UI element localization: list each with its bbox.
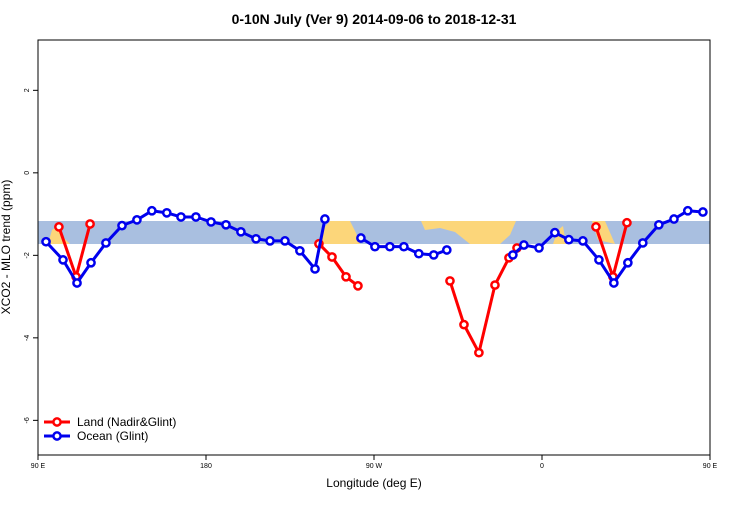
data-point	[176, 212, 186, 222]
data-point	[353, 281, 363, 291]
data-point	[654, 219, 664, 230]
data-point	[508, 250, 518, 260]
data-point	[698, 207, 708, 217]
data-point	[622, 217, 632, 228]
y-tick-label: 0	[24, 171, 31, 175]
data-point	[54, 222, 64, 232]
land-patch	[318, 221, 360, 244]
x-tick-label: 90 W	[366, 463, 383, 470]
data-point	[265, 236, 275, 246]
data-point	[413, 248, 424, 259]
y-tick-label: -4	[24, 335, 31, 341]
data-point	[191, 212, 201, 222]
data-point	[459, 319, 469, 330]
data-point	[399, 241, 409, 252]
data-point	[578, 236, 588, 246]
x-tick-label: 90 E	[31, 463, 46, 470]
data-point	[341, 271, 351, 282]
data-point	[161, 207, 172, 218]
data-point	[280, 236, 290, 246]
data-point	[58, 255, 68, 265]
data-point	[132, 215, 142, 225]
data-point	[236, 226, 246, 237]
x-tick-label: 0	[540, 463, 544, 470]
data-point	[474, 347, 484, 358]
data-point	[490, 280, 500, 290]
data-point	[101, 238, 111, 248]
y-tick-label: 2	[24, 88, 31, 92]
data-point	[682, 205, 693, 216]
data-point	[147, 205, 157, 216]
y-axis-label: XCO2 - MLO trend (ppm)	[0, 180, 13, 315]
x-tick-label: 90 E	[703, 463, 718, 470]
chart-title: 0-10N July (Ver 9) 2014-09-06 to 2018-12…	[232, 11, 517, 27]
data-point	[251, 233, 261, 244]
data-point	[221, 219, 231, 230]
land-patch	[421, 221, 516, 244]
data-point	[564, 234, 574, 245]
data-point	[519, 240, 529, 250]
data-point	[85, 219, 95, 229]
data-point	[295, 245, 305, 256]
data-point	[117, 220, 127, 231]
data-point	[637, 238, 648, 248]
data-point	[310, 264, 320, 274]
legend-label: Land (Nadir&Glint)	[77, 415, 176, 429]
x-axis-label: Longitude (deg E)	[326, 476, 421, 490]
data-point	[594, 255, 604, 265]
legend-label: Ocean (Glint)	[77, 429, 148, 443]
ocean-band	[38, 221, 710, 244]
data-point	[385, 241, 395, 252]
data-point	[86, 257, 96, 268]
data-point	[623, 257, 633, 268]
data-point	[41, 236, 51, 247]
data-point	[591, 222, 601, 232]
data-point	[669, 214, 679, 224]
legend-marker	[52, 431, 62, 441]
data-point	[370, 241, 380, 252]
y-tick-label: -2	[24, 252, 31, 258]
data-point	[327, 252, 337, 262]
land-mask	[38, 221, 710, 244]
data-point	[72, 278, 82, 288]
data-point	[534, 243, 544, 253]
legend-marker	[52, 417, 62, 427]
data-point	[550, 227, 560, 238]
data-point	[441, 245, 452, 255]
data-point	[609, 278, 619, 288]
data-point	[356, 233, 366, 243]
data-point	[206, 217, 216, 227]
data-point	[320, 214, 330, 224]
data-point	[445, 276, 455, 286]
data-point	[428, 250, 439, 260]
y-tick-label: -6	[24, 417, 31, 423]
x-tick-label: 180	[200, 463, 212, 470]
